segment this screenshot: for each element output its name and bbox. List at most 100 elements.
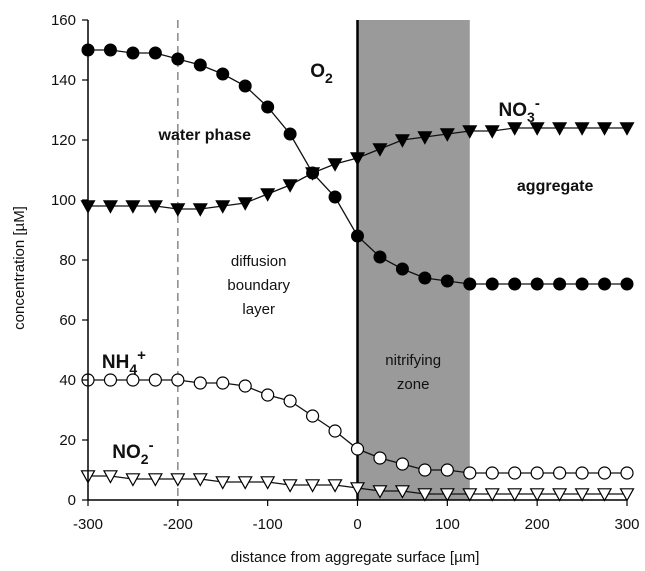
data-point-no2	[597, 488, 613, 502]
data-point-o2	[508, 277, 522, 291]
data-point-no2	[260, 476, 276, 490]
data-point-no2	[462, 488, 478, 502]
x-tick-label: 300	[614, 516, 639, 533]
data-point-no2	[574, 488, 590, 502]
data-point-no3	[574, 122, 590, 136]
data-point-no3	[282, 179, 298, 193]
data-point-no3	[529, 122, 545, 136]
series-label-no2: NO2-	[112, 437, 153, 467]
data-point-nh4	[305, 409, 320, 423]
x-tick-label: 200	[525, 516, 550, 533]
data-point-no2	[619, 488, 635, 502]
x-tick-label: -100	[253, 516, 283, 533]
data-point-o2	[575, 277, 589, 291]
data-point-o2	[328, 190, 342, 204]
data-point-nh4	[328, 424, 342, 438]
x-tick-label: -300	[73, 516, 103, 533]
annotation-label: layer	[242, 301, 275, 318]
data-point-nh4	[350, 442, 365, 456]
data-point-no3	[462, 125, 478, 139]
data-point-no2	[372, 485, 388, 499]
x-tick-label: -200	[163, 516, 193, 533]
data-point-no3	[507, 122, 523, 136]
data-point-no3	[349, 152, 366, 166]
y-axis-title: concentration [µM]	[11, 206, 28, 330]
data-point-no3	[102, 200, 118, 214]
data-point-o2	[261, 100, 275, 114]
data-point-no2	[170, 473, 186, 487]
data-point-no3	[260, 188, 276, 202]
data-point-no2	[237, 476, 253, 490]
data-point-nh4	[418, 463, 432, 477]
x-tick-label: 0	[353, 516, 361, 533]
y-tick-label: 60	[59, 312, 76, 329]
data-point-no3	[484, 125, 500, 139]
data-point-nh4	[575, 466, 589, 480]
annotation-label: boundary	[227, 277, 290, 294]
data-point-no3	[215, 200, 231, 214]
data-point-no2	[439, 488, 455, 502]
data-point-no3	[372, 143, 388, 157]
data-point-nh4	[126, 373, 140, 387]
data-point-no2	[552, 488, 568, 502]
annotation-label: aggregate	[517, 178, 594, 195]
data-point-o2	[103, 43, 117, 57]
data-point-no2	[125, 473, 141, 487]
data-point-o2	[351, 229, 364, 243]
y-tick-label: 120	[51, 132, 76, 149]
y-tick-label: 20	[59, 432, 76, 449]
data-point-nh4	[463, 466, 477, 480]
data-point-no3	[327, 158, 343, 172]
data-point-o2	[598, 277, 612, 291]
data-point-no2	[417, 488, 433, 502]
data-point-nh4	[238, 379, 252, 393]
annotation-label: nitrifying	[385, 352, 441, 369]
data-point-no2	[484, 488, 500, 502]
data-point-o2	[530, 277, 544, 291]
data-point-no3	[439, 128, 455, 142]
data-point-no2	[507, 488, 523, 502]
data-point-no3	[552, 122, 568, 136]
data-point-nh4	[597, 466, 612, 480]
y-tick-label: 40	[59, 372, 76, 389]
data-point-no3	[417, 131, 433, 145]
data-point-nh4	[103, 373, 118, 387]
data-point-no3	[125, 200, 141, 214]
data-point-no2	[394, 485, 410, 499]
annotation-label: zone	[397, 376, 430, 393]
data-point-nh4	[193, 376, 207, 390]
data-point-no2	[192, 473, 208, 487]
data-point-nh4	[148, 373, 162, 387]
data-point-no2	[102, 470, 118, 484]
data-point-o2	[283, 127, 297, 141]
data-point-no2	[349, 482, 366, 496]
data-point-no2	[147, 473, 163, 487]
y-tick-label: 0	[68, 492, 76, 509]
data-point-nh4	[373, 451, 387, 465]
data-point-no3	[619, 122, 635, 136]
data-point-no2	[282, 479, 298, 493]
data-point-nh4	[171, 373, 185, 387]
data-point-nh4	[530, 466, 544, 480]
data-point-nh4	[261, 388, 275, 402]
data-point-o2	[418, 271, 432, 285]
x-axis-title: distance from aggregate surface [µm]	[231, 549, 480, 566]
series-label-o2: O2	[310, 61, 333, 86]
data-point-no3	[305, 167, 321, 181]
data-point-o2	[485, 277, 499, 291]
data-point-o2	[126, 46, 140, 60]
data-point-nh4	[620, 466, 634, 480]
x-tick-label: 100	[435, 516, 460, 533]
y-tick-label: 100	[51, 192, 76, 209]
data-point-nh4	[553, 466, 567, 480]
data-point-o2	[395, 262, 409, 276]
data-point-no3	[147, 200, 163, 214]
data-point-o2	[193, 58, 207, 72]
data-point-no2	[327, 479, 343, 493]
y-tick-label: 140	[51, 72, 76, 89]
data-point-nh4	[485, 466, 499, 480]
annotation-label: diffusion	[231, 253, 287, 270]
data-point-o2	[440, 274, 454, 288]
data-point-o2	[238, 79, 252, 93]
